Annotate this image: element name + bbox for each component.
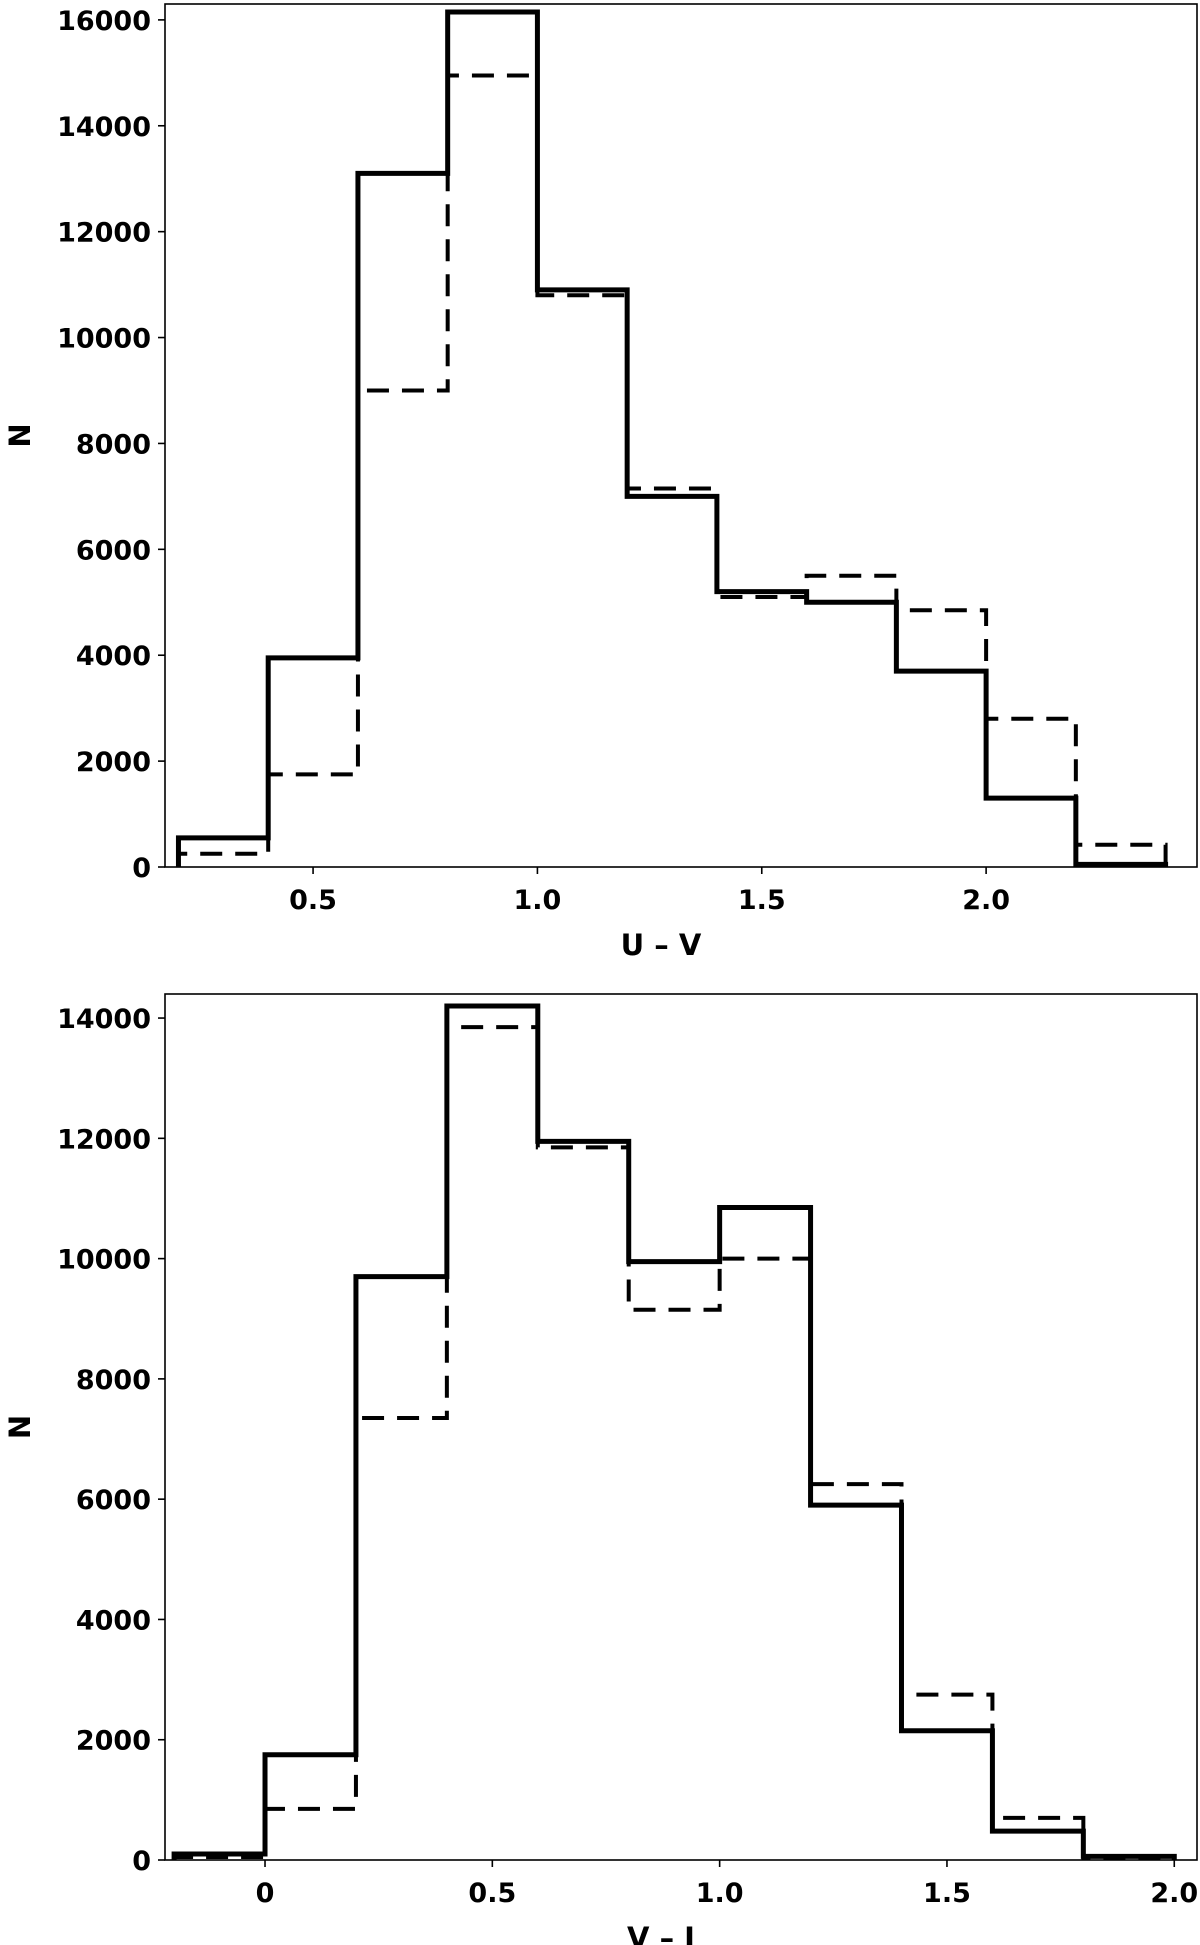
y-tick-label: 10000 (57, 324, 151, 355)
series-solid-line (171, 1003, 1177, 1860)
y-tick-label: 8000 (76, 429, 151, 460)
plot-frame (164, 993, 1198, 1861)
uv-histogram-panel: 0 2000 4000 6000 8000 10000 12000 14000 16000 0.5… (3, 3, 1198, 962)
y-tick-label: 12000 (57, 1124, 151, 1155)
y-tick-label: 6000 (76, 535, 151, 566)
plot-frame (164, 3, 1198, 868)
y-tick-label: 4000 (76, 1605, 151, 1636)
y-axis-label: N (3, 1415, 37, 1439)
y-axis-label: N (3, 423, 37, 447)
y-tick-label: 4000 (76, 641, 151, 672)
x-tick-label: 2.0 (962, 885, 1010, 916)
y-tick-label: 14000 (57, 1004, 151, 1035)
y-tick-label: 0 (132, 1846, 151, 1877)
x-tick-label: 1.5 (738, 885, 786, 916)
x-tick-label: 0.5 (468, 1878, 516, 1909)
x-axis-label: U – V (621, 928, 702, 962)
x-tick-label: 1.5 (923, 1878, 971, 1909)
x-tick-label: 0 (256, 1878, 275, 1909)
x-tick-label: 1.0 (696, 1878, 744, 1909)
y-tick-label: 14000 (57, 112, 151, 143)
y-tick-label: 0 (132, 853, 151, 884)
y-tick-label: 16000 (57, 6, 151, 37)
series-dashed-line (176, 73, 1168, 867)
y-tick-label: 2000 (76, 1726, 151, 1757)
y-tick-label: 2000 (76, 747, 151, 778)
x-axis-label: V – J (627, 1921, 695, 1945)
y-tick-label: 8000 (76, 1365, 151, 1396)
x-tick-label: 0.5 (289, 885, 337, 916)
series-solid-line (175, 9, 1169, 867)
y-tick-label: 12000 (57, 218, 151, 249)
vj-histogram-panel: 0 2000 4000 6000 8000 10000 12000 14000 0 0.5 1.0 1… (3, 993, 1198, 1945)
y-tick-label: 6000 (76, 1485, 151, 1516)
series-dashed-line (172, 1025, 1177, 1860)
x-tick-label: 1.0 (513, 885, 561, 916)
y-tick-label: 10000 (57, 1245, 151, 1276)
x-tick-label: 2.0 (1150, 1878, 1198, 1909)
